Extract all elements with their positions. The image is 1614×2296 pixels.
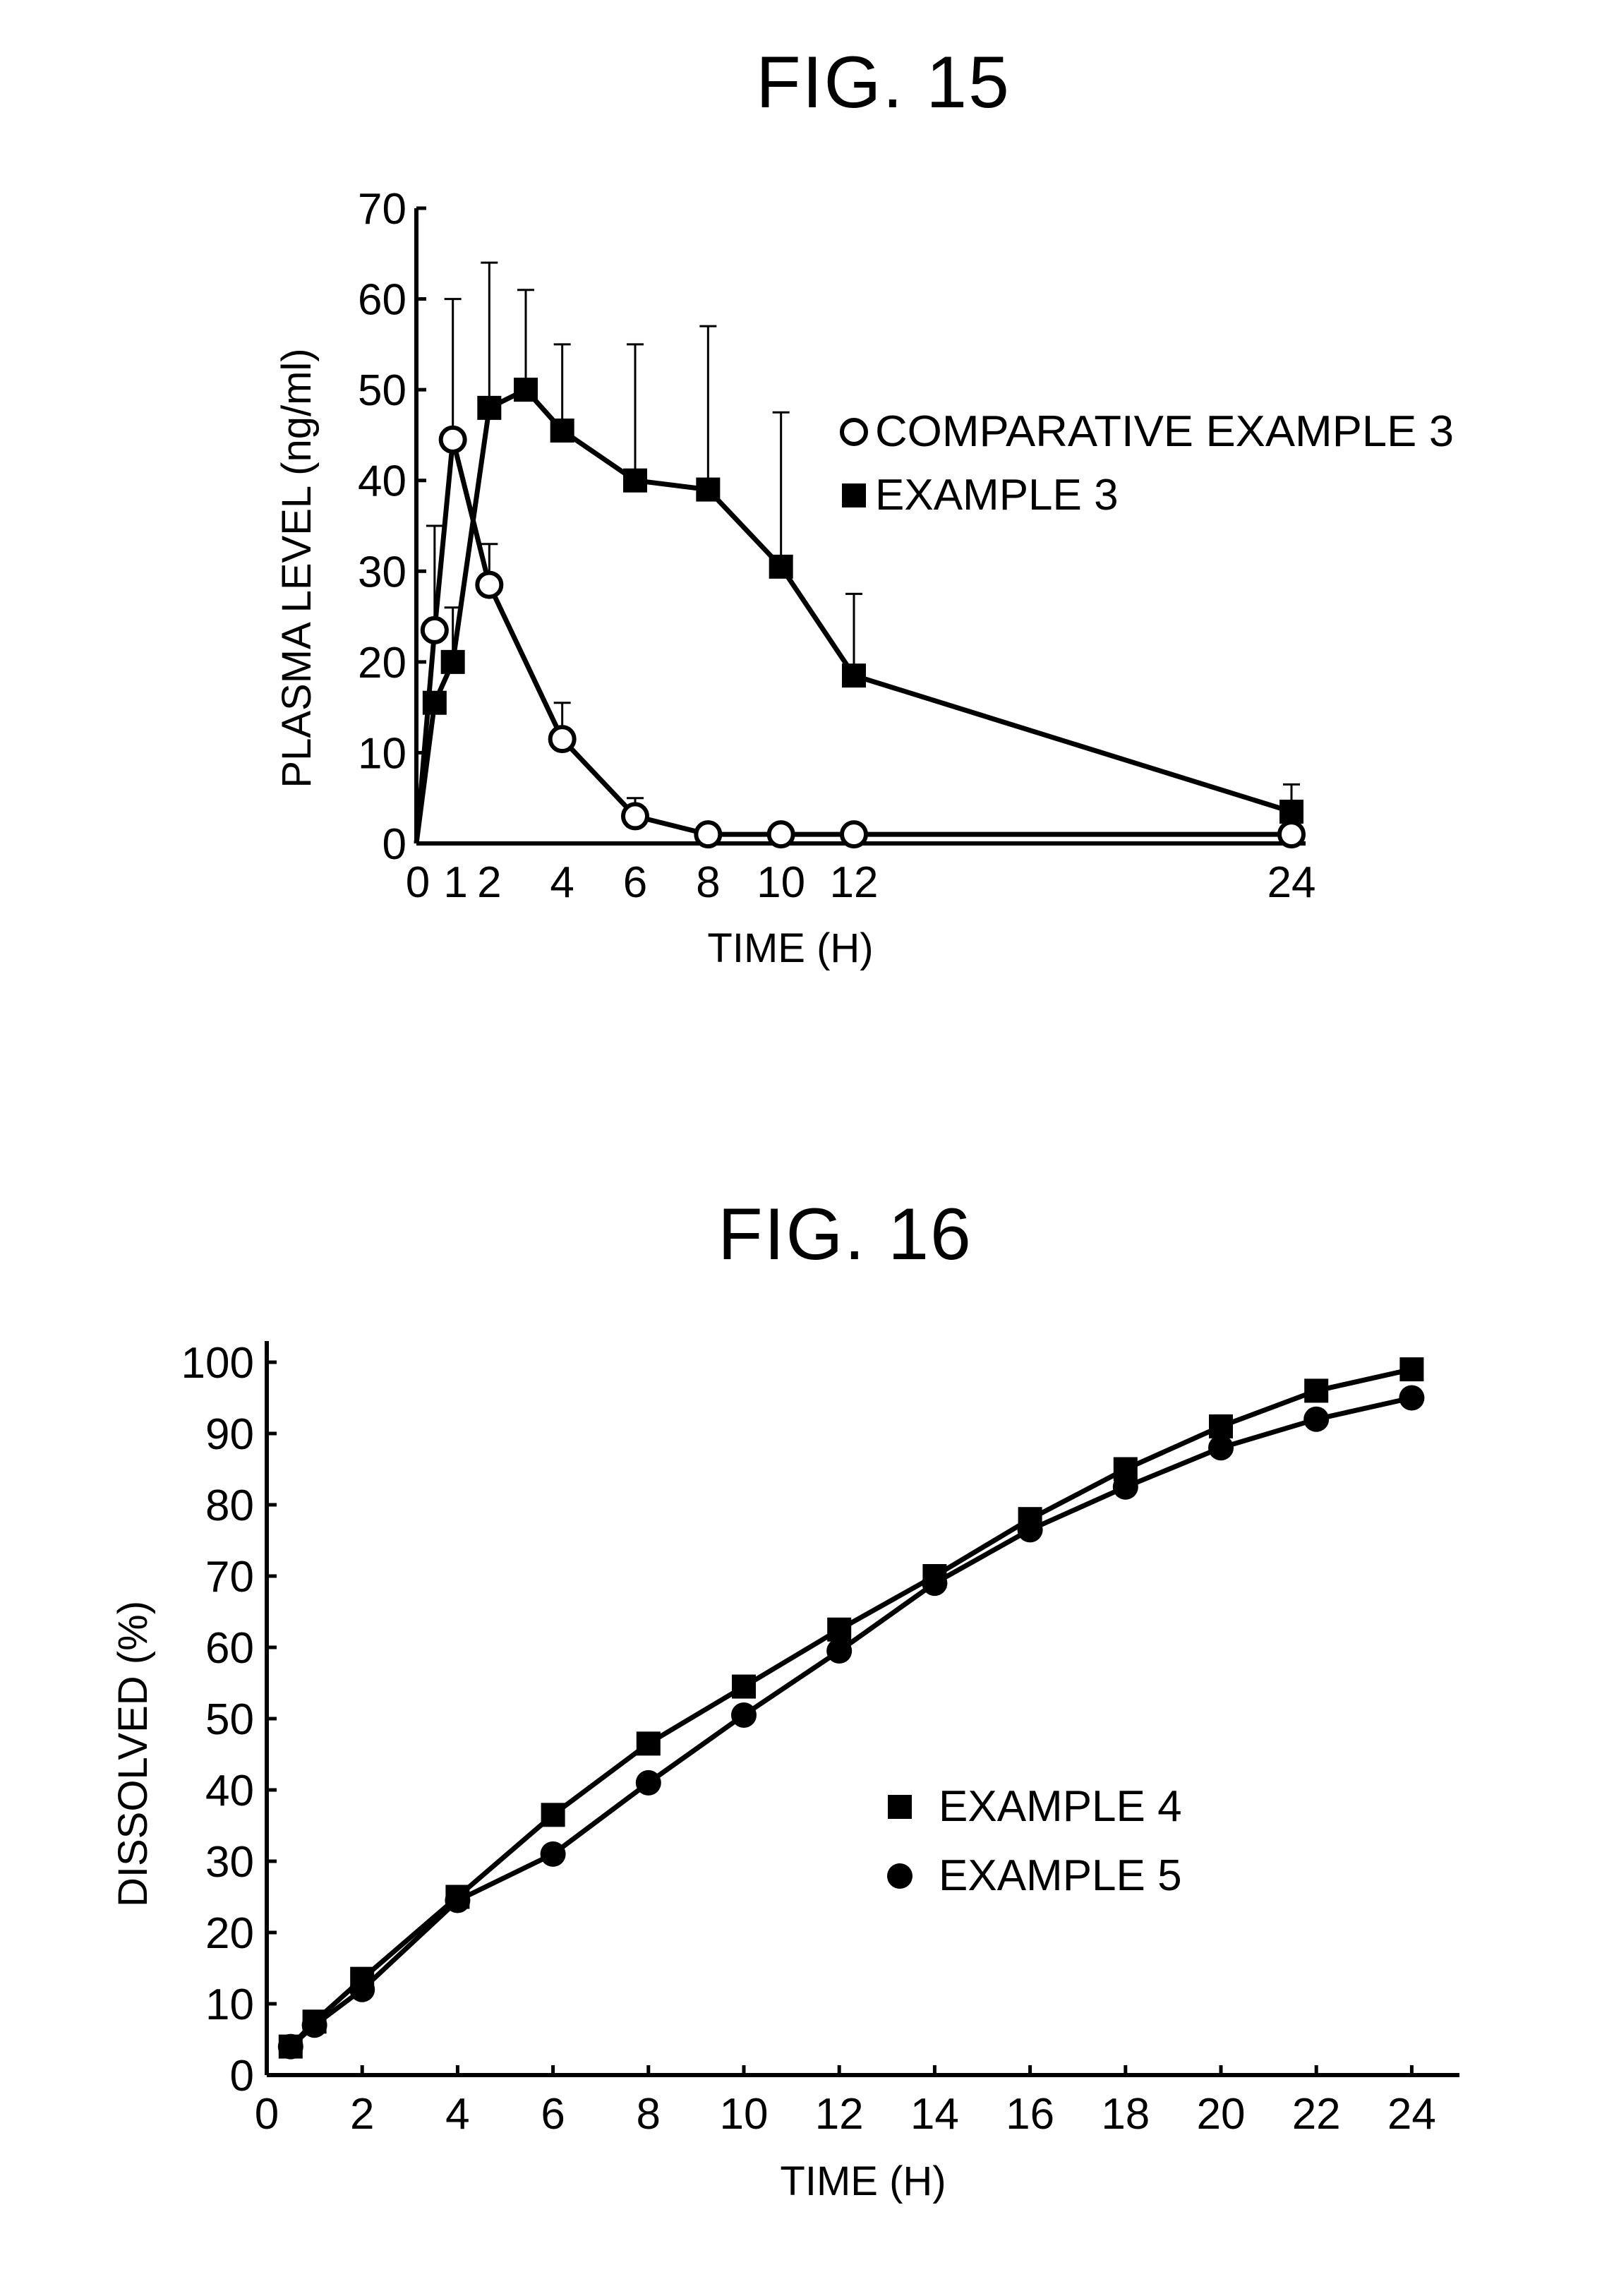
x-tick-label: 6 xyxy=(623,858,647,907)
x-axis-label: TIME (H) xyxy=(780,2158,946,2204)
data-point xyxy=(477,573,501,597)
x-tick-label: 8 xyxy=(696,858,720,907)
data-point xyxy=(731,1702,757,1728)
x-axis-label: TIME (H) xyxy=(707,925,873,971)
data-point xyxy=(623,804,647,828)
x-tick-label: 10 xyxy=(720,2090,769,2139)
x-tick-label: 2 xyxy=(477,858,501,907)
y-axis-label: PLASMA LEVEL (ng/ml) xyxy=(274,348,320,788)
legend-marker-example xyxy=(842,483,866,507)
legend-marker-comparative xyxy=(842,420,866,444)
x-tick-label: 14 xyxy=(910,2090,959,2139)
y-tick-label: 50 xyxy=(358,366,406,415)
legend-label: EXAMPLE 3 xyxy=(875,471,1119,519)
series-line-2 xyxy=(291,1398,1412,2047)
x-tick-label: 4 xyxy=(550,858,574,907)
y-tick-label: 20 xyxy=(205,1909,254,1958)
y-tick-label: 90 xyxy=(205,1410,254,1459)
x-tick-label: 10 xyxy=(757,858,805,907)
data-point xyxy=(423,691,447,715)
data-point xyxy=(826,1638,852,1664)
data-point xyxy=(349,1977,375,2002)
x-tick-label: 12 xyxy=(815,2090,864,2139)
data-point xyxy=(696,822,720,846)
y-tick-label: 60 xyxy=(358,276,406,325)
data-point xyxy=(541,1803,565,1827)
y-tick-label: 10 xyxy=(358,729,406,778)
x-tick-label: 24 xyxy=(1267,858,1316,907)
data-point xyxy=(637,1731,661,1755)
legend-marker-example5 xyxy=(887,1863,913,1889)
fig16-chart: 0102030405060708090100024681012141618202… xyxy=(110,1339,1459,2204)
legend-label: EXAMPLE 4 xyxy=(939,1782,1182,1831)
y-tick-label: 60 xyxy=(205,1624,254,1673)
x-tick-label: 20 xyxy=(1197,2090,1246,2139)
data-point xyxy=(278,2034,303,2060)
data-point xyxy=(769,822,793,846)
data-point xyxy=(550,419,574,443)
x-tick-label: 8 xyxy=(637,2090,661,2139)
y-tick-label: 0 xyxy=(230,2052,254,2100)
data-point xyxy=(514,378,538,402)
y-axis-label: DISSOLVED (%) xyxy=(110,1601,156,1907)
x-tick-label: 18 xyxy=(1101,2090,1150,2139)
data-point xyxy=(477,396,501,420)
data-point xyxy=(1303,1407,1329,1432)
data-point xyxy=(922,1570,947,1596)
x-tick-label: 6 xyxy=(541,2090,565,2139)
data-point xyxy=(1304,1378,1328,1402)
data-point xyxy=(550,727,574,751)
data-point xyxy=(696,478,720,502)
y-tick-label: 40 xyxy=(205,1767,254,1815)
data-point xyxy=(1279,822,1303,846)
y-tick-label: 30 xyxy=(358,548,406,596)
data-point xyxy=(1399,1386,1424,1411)
x-tick-label: 12 xyxy=(830,858,879,907)
data-point xyxy=(441,428,465,452)
data-point xyxy=(769,555,793,579)
y-tick-label: 30 xyxy=(205,1838,254,1887)
y-tick-label: 10 xyxy=(205,1981,254,2029)
legend-label: EXAMPLE 5 xyxy=(939,1851,1182,1900)
y-tick-label: 0 xyxy=(383,820,406,869)
y-tick-label: 50 xyxy=(205,1695,254,1744)
data-point xyxy=(1113,1474,1138,1500)
data-point xyxy=(842,663,866,687)
y-tick-label: 70 xyxy=(358,185,406,234)
data-point xyxy=(636,1770,661,1796)
data-point xyxy=(445,1888,470,1913)
x-tick-label: 22 xyxy=(1292,2090,1341,2139)
data-point xyxy=(1279,800,1303,824)
series-line-1 xyxy=(291,1369,1412,2047)
data-point xyxy=(1018,1517,1043,1542)
data-point xyxy=(827,1618,851,1642)
x-tick-label: 16 xyxy=(1006,2090,1054,2139)
y-tick-label: 100 xyxy=(181,1339,254,1388)
y-tick-label: 40 xyxy=(358,457,406,506)
y-tick-label: 20 xyxy=(358,639,406,687)
legend-marker-example4 xyxy=(888,1795,912,1819)
legend-label: COMPARATIVE EXAMPLE 3 xyxy=(875,407,1454,456)
y-tick-label: 80 xyxy=(205,1481,254,1530)
x-tick-label: 24 xyxy=(1387,2090,1436,2139)
x-tick-label: 0 xyxy=(406,858,430,907)
x-tick-label: 2 xyxy=(350,2090,374,2139)
x-tick-label: 4 xyxy=(445,2090,469,2139)
data-point xyxy=(541,1841,566,1867)
x-tick-label: 0 xyxy=(255,2090,279,2139)
y-tick-label: 70 xyxy=(205,1553,254,1601)
data-point xyxy=(842,822,866,846)
data-point xyxy=(1208,1435,1234,1460)
data-point xyxy=(441,650,465,674)
data-point xyxy=(732,1675,756,1699)
data-point xyxy=(1399,1357,1423,1381)
data-point xyxy=(302,2012,327,2038)
fig15-chart: 010203040506070012468101224TIME (H)PLASM… xyxy=(274,185,1454,971)
x-tick-label: 1 xyxy=(443,858,467,907)
data-point xyxy=(423,618,447,642)
data-point xyxy=(1209,1414,1233,1438)
data-point xyxy=(623,469,647,493)
